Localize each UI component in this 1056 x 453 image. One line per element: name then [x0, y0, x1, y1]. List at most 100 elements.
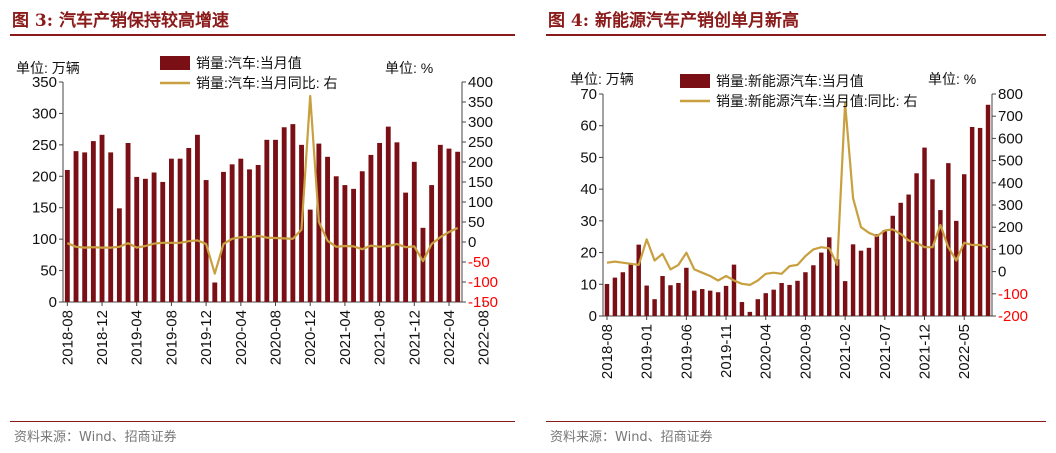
chart3-bar [203, 180, 209, 302]
chart4-left-unit: 单位: 万辆 [570, 71, 634, 87]
chart4-bar [779, 283, 784, 316]
chart3-bar [455, 151, 461, 302]
chart4-bar [969, 126, 975, 317]
chart4-bar [644, 285, 649, 316]
chart3-bar [212, 282, 218, 302]
chart4-bar [763, 293, 768, 316]
chart3-bar [333, 176, 339, 302]
chart4-bar [612, 277, 618, 316]
chart4-bar [866, 247, 872, 316]
chart3-bar [377, 142, 383, 302]
chart4-bar [858, 250, 864, 316]
chart4-bar [834, 259, 840, 316]
chart3-bar [264, 139, 270, 302]
chart4-left-tick-label: 60 [580, 118, 597, 135]
chart3-bar [290, 124, 296, 302]
chart4-x-tick-label: 2022-05 [956, 324, 973, 379]
chart4-bar [628, 263, 634, 316]
chart3-bar [221, 171, 226, 302]
chart4-legend-line-label: 销量:新能源汽车:当月值:同比: 右 [716, 93, 917, 109]
chart3-bar [411, 161, 417, 302]
chart3-x-tick-label: 2021-08 [372, 310, 389, 365]
chart3-x-tick-label: 2022-08 [476, 310, 493, 365]
chart4-bar [938, 210, 943, 316]
chart3-bar [255, 164, 261, 302]
chart3-right-tick-label: 200 [468, 154, 493, 171]
chart3-bar [394, 142, 400, 302]
chart4-legend-bar-swatch [680, 74, 710, 88]
chart3-bar [125, 142, 131, 302]
chart4-x-tick-label: 2020-04 [758, 324, 775, 379]
chart4-legend-bar-label: 销量:新能源汽车:当月值 [716, 73, 864, 89]
chart3-bar [168, 158, 174, 302]
chart3-x-tick-label: 2019-08 [163, 310, 180, 365]
chart3-right-unit: 单位: % [385, 60, 433, 76]
chart4-bar [723, 285, 729, 316]
chart4-right-unit: 单位: % [928, 71, 976, 87]
chart3-bar [195, 134, 200, 302]
chart4-bar [795, 280, 800, 316]
chart4-bar [660, 276, 665, 316]
chart3-footer-rule [10, 421, 515, 422]
chart3-bar [238, 158, 244, 302]
chart4-x-tick-label: 2019-06 [678, 324, 695, 379]
chart4-bar [700, 289, 705, 316]
chart3-left-tick-label: 250 [32, 137, 57, 154]
chart4-right-tick-label: 700 [998, 108, 1023, 125]
chart3-bar [116, 208, 122, 302]
chart4-right-tick-label: -200 [998, 308, 1028, 325]
chart3-right-tick-label: 250 [468, 134, 493, 151]
chart4-bar [874, 234, 880, 316]
chart4-bar [731, 264, 737, 316]
chart3-right-tick-label: 100 [468, 194, 493, 211]
chart4-left-tick-label: 70 [580, 86, 597, 103]
chart4-x-tick-label: 2021-02 [837, 324, 854, 379]
chart4-bar [850, 244, 856, 316]
chart4-right-tick-label: 400 [998, 175, 1023, 192]
chart3-legend-bar-swatch [160, 56, 190, 70]
chart3-bar [420, 227, 426, 302]
chart3-bar [82, 152, 88, 302]
chart3-left-tick-label: 50 [40, 263, 57, 280]
chart4-bar [882, 230, 888, 316]
chart3-x-tick-label: 2021-12 [406, 310, 423, 365]
chart4-title: 图 4: 新能源汽车产销创单月新高 [548, 11, 799, 31]
chart3-right-tick-label: 400 [468, 74, 493, 91]
chart3-bar [307, 209, 313, 302]
chart3-right-tick-label: -150 [468, 294, 498, 311]
chart4-bar [684, 267, 689, 316]
chart3-left-tick-label: 150 [32, 200, 57, 217]
chart4-plot: 0 10 20 30 40 50 60 70 -200 -100 0 100 200 300 400 500 6… [570, 71, 1028, 379]
chart3-x-tick-label: 2019-04 [129, 310, 146, 365]
chart3-bar [281, 127, 287, 302]
chart4-bar [636, 244, 641, 316]
chart3-x-tick-label: 2018-08 [59, 310, 76, 365]
chart3-bar [325, 156, 330, 302]
chart4-bar [771, 289, 776, 316]
chart4-left-tick-label: 0 [589, 308, 597, 325]
chart3-x-tick-label: 2018-12 [94, 310, 111, 365]
chart4-x-tick-label: 2019-11 [718, 324, 735, 378]
chart3-left-tick-label: 100 [32, 231, 57, 248]
chart3-bar [64, 170, 70, 302]
chart4-x-tick-label: 2021-12 [917, 324, 934, 379]
chart4-source: 资料来源：Wind、招商证券 [550, 430, 713, 445]
chart4-footer-rule [546, 421, 1046, 422]
chart4-bar [811, 265, 816, 316]
chart4-bar [898, 202, 903, 316]
chart4-left-tick-label: 40 [580, 181, 597, 198]
chart3-bar [151, 172, 157, 302]
chart4-bar [819, 252, 824, 316]
chart4-bar [676, 283, 681, 316]
chart3-legend-line-label: 销量:汽车:当月同比: 右 [196, 75, 338, 91]
chart4-right-tick-label: 300 [998, 197, 1023, 214]
chart4-bar [755, 299, 761, 316]
chart3-bar [385, 126, 391, 302]
chart4-bar [803, 272, 808, 316]
chart3-bar [437, 144, 443, 302]
chart4-bar [922, 147, 927, 316]
chart3-right-tick-label: 300 [468, 114, 493, 131]
chart3-right-tick-label: 50 [468, 214, 485, 231]
chart3-x-tick-label: 2020-12 [302, 310, 319, 365]
